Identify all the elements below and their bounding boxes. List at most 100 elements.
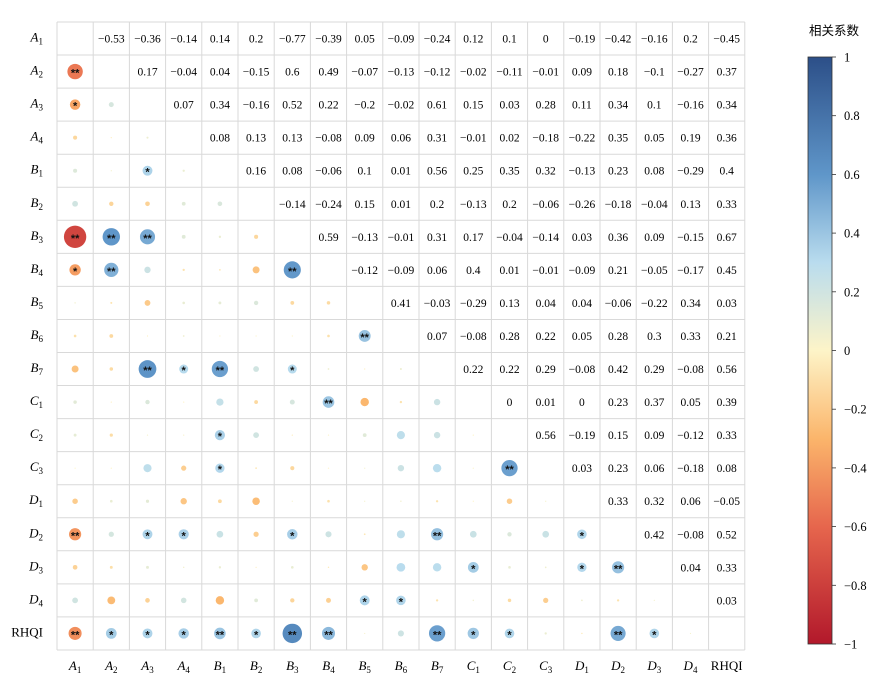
colorbar-tick-label: −0.2: [844, 403, 867, 417]
correlation-value: 0.01: [391, 166, 411, 178]
correlation-value: 0.04: [536, 298, 556, 310]
correlation-value: −0.17: [677, 265, 704, 277]
significance-mark: **: [614, 629, 623, 641]
correlation-value: 0.23: [608, 463, 628, 475]
correlation-value: 0.34: [608, 100, 628, 112]
correlation-value: 0.36: [608, 232, 628, 244]
correlation-value: 0.07: [427, 331, 447, 343]
correlation-circle: [216, 398, 224, 406]
correlation-value: 0.45: [717, 265, 737, 277]
correlation-circle: [577, 529, 587, 540]
correlation-circle: [430, 528, 444, 541]
correlation-circle: [435, 599, 439, 602]
correlation-circle: [689, 632, 692, 635]
correlation-circle: [542, 530, 550, 538]
correlation-value: 0.01: [391, 199, 411, 211]
correlation-circle: [254, 598, 258, 603]
correlation-circle: [144, 266, 151, 274]
correlation-circle: [110, 301, 113, 304]
correlation-circle: [72, 565, 78, 570]
correlation-circle: [432, 563, 442, 572]
correlation-value: 0.03: [717, 298, 737, 310]
column-label: C3: [539, 658, 553, 675]
colorbar-gradient: [807, 56, 833, 645]
correlation-value: −0.39: [315, 34, 342, 46]
correlation-circle: [507, 598, 512, 603]
correlation-value: −0.29: [460, 298, 487, 310]
correlation-value: 0.1: [358, 166, 373, 178]
correlation-value: 0: [579, 397, 585, 409]
significance-mark: **: [505, 464, 514, 476]
correlation-value: −0.04: [496, 232, 523, 244]
correlation-circle: [105, 628, 117, 639]
correlation-value: −0.16: [641, 34, 668, 46]
correlation-circle: [145, 399, 150, 405]
correlation-circle: [472, 467, 474, 469]
correlation-circle: [142, 165, 153, 176]
correlation-value: 0.29: [644, 364, 664, 376]
correlation-value: −0.42: [605, 34, 632, 46]
correlation-circle: [508, 566, 511, 569]
column-label: B6: [395, 658, 408, 675]
colorbar-tick-label: −0.6: [844, 520, 867, 534]
correlation-value: 0.22: [499, 364, 519, 376]
correlation-value: 0.05: [355, 34, 375, 46]
correlation-circle: [577, 562, 587, 572]
correlation-circle: [433, 431, 441, 439]
significance-mark: *: [109, 629, 114, 641]
correlation-circle: [218, 499, 222, 504]
correlation-value: −0.16: [243, 100, 270, 112]
significance-mark: *: [73, 101, 78, 113]
correlation-circle: [108, 531, 114, 537]
correlation-value: 0.2: [430, 199, 445, 211]
row-label: A1: [30, 30, 43, 47]
colorbar: 相关系数 1 0.8 0.6 0.4 0.2 0 −0.2 −0.4 −0.6 −0.8 −1: [807, 23, 867, 652]
correlation-value: 0.06: [427, 265, 447, 277]
correlation-value: −0.15: [243, 67, 270, 79]
correlation-circle: [290, 466, 295, 471]
correlation-value: 0.3: [647, 331, 662, 343]
correlation-circle: [182, 335, 185, 337]
correlation-value: 0.21: [608, 265, 628, 277]
correlation-value: 0.34: [680, 298, 700, 310]
column-label: B3: [286, 658, 299, 675]
correlation-circle: [467, 561, 479, 573]
correlation-value: 0.06: [391, 133, 411, 145]
column-label: B4: [322, 658, 335, 675]
correlation-circle: [252, 497, 260, 506]
correlation-circle: [255, 467, 257, 470]
correlation-value: 0.05: [572, 331, 592, 343]
column-label: B7: [431, 658, 444, 675]
correlation-value: −0.14: [170, 34, 197, 46]
correlation-value: −0.13: [351, 232, 378, 244]
correlation-value: 0.25: [463, 166, 483, 178]
correlation-value: 0.67: [717, 232, 737, 244]
correlation-value: 0.42: [644, 529, 664, 541]
significance-mark: *: [218, 464, 223, 476]
correlation-value: −0.18: [677, 463, 704, 475]
correlation-circle: [327, 368, 330, 370]
correlation-circle: [364, 632, 366, 635]
correlation-circle: [73, 400, 77, 404]
colorbar-tick-label: 0.4: [844, 227, 860, 241]
correlation-circle: [146, 335, 149, 337]
correlation-value: 0.08: [644, 166, 664, 178]
column-label: A1: [68, 658, 81, 675]
correlation-value: 0.15: [608, 430, 628, 442]
correlation-value: 0.17: [137, 67, 157, 79]
correlation-value: 0.08: [210, 133, 230, 145]
correlation-value: 0.41: [391, 298, 411, 310]
correlation-circle: [399, 368, 402, 371]
correlation-value: −0.13: [388, 67, 415, 79]
correlation-circle: [215, 596, 225, 605]
correlation-value: 0.18: [608, 67, 628, 79]
correlation-value: 0.22: [463, 364, 483, 376]
correlation-circle: [253, 432, 260, 439]
significance-mark: **: [216, 365, 225, 377]
correlation-value: 0.37: [644, 397, 664, 409]
correlation-value: 0.37: [717, 67, 737, 79]
correlation-value: 0: [543, 34, 549, 46]
correlation-circle: [291, 434, 293, 436]
correlation-value: 0.33: [717, 199, 737, 211]
significance-mark: **: [216, 629, 225, 641]
